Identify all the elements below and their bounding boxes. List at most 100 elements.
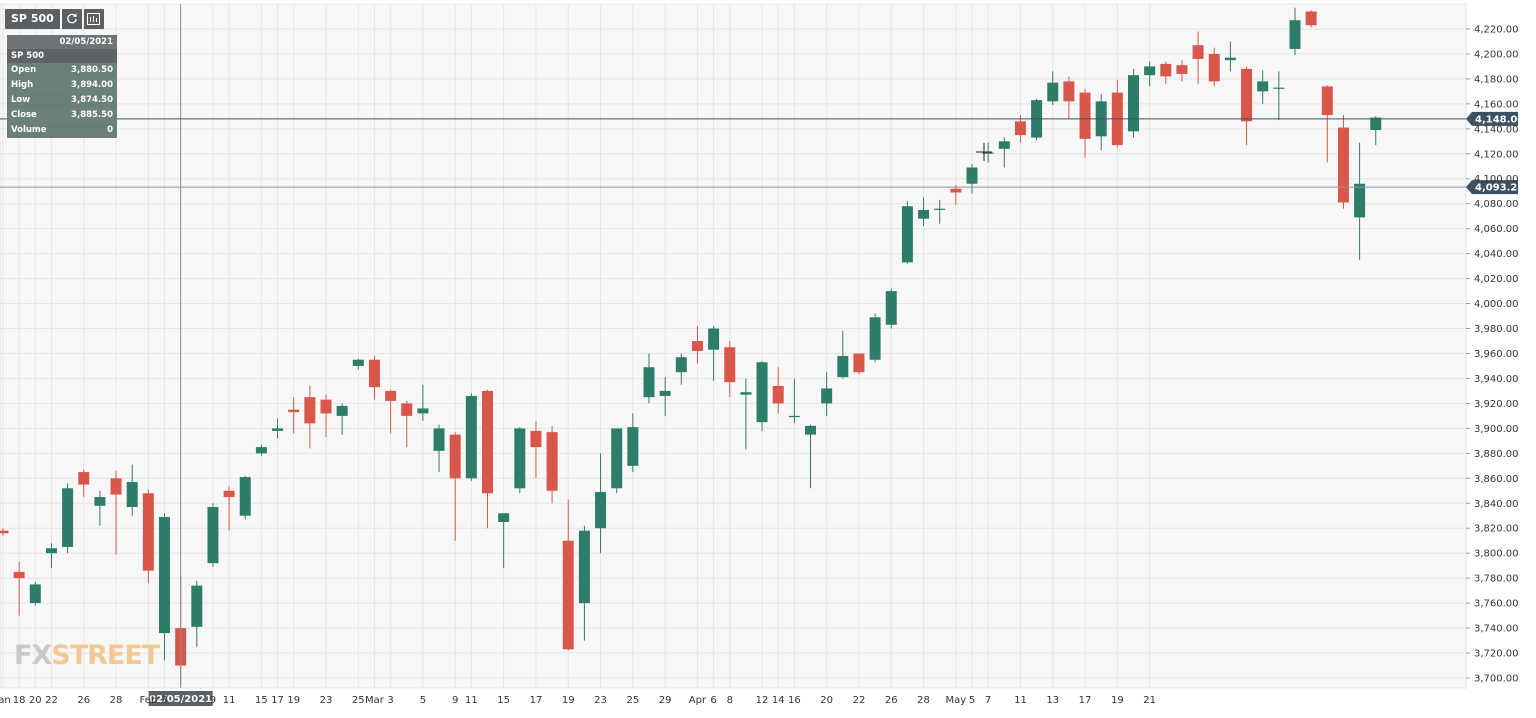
- y-tick-label: 4,200.00: [1474, 49, 1519, 60]
- x-tick-label: 29: [659, 695, 672, 706]
- ohlc-date-value: 02/05/2021: [59, 37, 113, 47]
- x-tick-label: 11: [223, 695, 236, 706]
- ohlc-volume: Volume 0: [7, 123, 117, 138]
- date-highlight-box: [148, 691, 213, 706]
- candle-body-down: [304, 397, 316, 424]
- candle-body-up: [417, 408, 429, 414]
- ohlc-low-label: Low: [11, 95, 31, 105]
- candle-body-up: [1370, 117, 1382, 131]
- candle-body-up: [756, 362, 768, 423]
- y-tick-label: 4,180.00: [1474, 74, 1519, 85]
- ohlc-high: High 3,894.00: [7, 78, 117, 93]
- candle-body-up: [45, 548, 57, 554]
- x-tick-label: 15: [255, 695, 268, 706]
- candle-body-up: [1354, 183, 1366, 218]
- x-tick-label: 17: [530, 695, 543, 706]
- candle-body-up: [126, 482, 138, 508]
- plot-area: [0, 3, 1467, 689]
- x-tick-label: May: [946, 695, 967, 706]
- y-tick-label: 3,960.00: [1474, 349, 1519, 360]
- y-tick-label: 4,100.00: [1474, 174, 1519, 185]
- x-tick-label: 20: [820, 695, 833, 706]
- candle-body-down: [142, 493, 154, 571]
- x-tick-label: 17: [271, 695, 284, 706]
- candle-body-down: [368, 359, 380, 388]
- x-tick-label: Mar: [365, 695, 385, 706]
- candle-body-down: [110, 478, 122, 495]
- x-tick-label: 19: [287, 695, 300, 706]
- candle-body-down: [223, 490, 235, 498]
- y-tick-label: 4,120.00: [1474, 149, 1519, 160]
- candle-body-up: [982, 152, 994, 154]
- y-tick-label: 3,840.00: [1474, 499, 1519, 510]
- x-tick-label: Jan: [0, 695, 11, 706]
- candle-body-up: [352, 359, 364, 366]
- x-tick-label: 25: [352, 695, 365, 706]
- ohlc-open-label: Open: [11, 65, 37, 75]
- candle-body-down: [530, 430, 542, 448]
- chart-type-icon[interactable]: [83, 9, 104, 29]
- x-tick-label: 5: [420, 695, 426, 706]
- ohlc-close-label: Close: [11, 110, 37, 120]
- x-tick-label: 26: [77, 695, 90, 706]
- y-tick-label: 3,760.00: [1474, 599, 1519, 610]
- candle-body-up: [740, 392, 752, 395]
- candle-body-down: [401, 403, 413, 416]
- candle-body-up: [1224, 57, 1236, 61]
- candle-body-up: [643, 367, 655, 398]
- x-tick-label: 28: [110, 695, 123, 706]
- y-tick-label: 4,000.00: [1474, 299, 1519, 310]
- x-tick-label: 11: [465, 695, 478, 706]
- candle-body-down: [1192, 45, 1204, 59]
- candle-body-up: [918, 209, 930, 219]
- y-tick-label: 4,040.00: [1474, 249, 1519, 260]
- price-tag: [1466, 111, 1518, 126]
- candle-body-down: [1014, 121, 1026, 136]
- candle-body-up: [62, 488, 74, 547]
- candle-body-down: [78, 472, 90, 485]
- candle-body-up: [1273, 87, 1285, 89]
- candle-body-up: [595, 492, 607, 529]
- ohlc-low-value: 3,874.50: [71, 95, 113, 105]
- symbol-label[interactable]: SP 500: [5, 9, 60, 29]
- x-tick-label: 14: [772, 695, 785, 706]
- candle-body-up: [514, 428, 526, 489]
- ohlc-low: Low 3,874.50: [7, 93, 117, 108]
- candle-body-down: [1063, 81, 1075, 102]
- y-tick-label: 3,800.00: [1474, 549, 1519, 560]
- y-tick-label: 3,880.00: [1474, 449, 1519, 460]
- x-tick-label: 26: [885, 695, 898, 706]
- candle-body-up: [1144, 66, 1156, 76]
- candle-body-down: [1337, 127, 1349, 203]
- candle-body-up: [1047, 82, 1059, 102]
- x-tick-label: 18: [13, 695, 26, 706]
- candle-body-down: [1160, 63, 1172, 77]
- grid: [0, 4, 1466, 688]
- refresh-icon[interactable]: [61, 9, 82, 29]
- y-tick-label: 3,940.00: [1474, 374, 1519, 385]
- candle-body-down: [853, 353, 865, 373]
- y-tick-label: 3,820.00: [1474, 524, 1519, 535]
- candle-body-up: [255, 447, 267, 454]
- ohlc-volume-label: Volume: [11, 125, 47, 135]
- candle-body-down: [1176, 65, 1188, 74]
- candle-body-up: [433, 428, 445, 451]
- candle-body-up: [659, 390, 671, 396]
- candle-body-up: [1257, 81, 1269, 92]
- price-tag: [1466, 180, 1518, 195]
- candle-body-down: [385, 390, 397, 401]
- x-tick-label: 15: [497, 695, 510, 706]
- y-tick-label: 3,980.00: [1474, 324, 1519, 335]
- x-tick-label: 28: [917, 695, 930, 706]
- candle-body-down: [562, 540, 574, 650]
- x-tick-label: 23: [320, 695, 333, 706]
- y-tick-label: 3,780.00: [1474, 574, 1519, 585]
- candle-body-down: [13, 571, 25, 579]
- date-highlight-label: 02/05/2021: [149, 694, 212, 705]
- candle-body-up: [708, 328, 720, 350]
- candle-body-up: [207, 507, 219, 564]
- candle-body-up: [29, 584, 41, 604]
- candle-body-up: [1128, 75, 1139, 132]
